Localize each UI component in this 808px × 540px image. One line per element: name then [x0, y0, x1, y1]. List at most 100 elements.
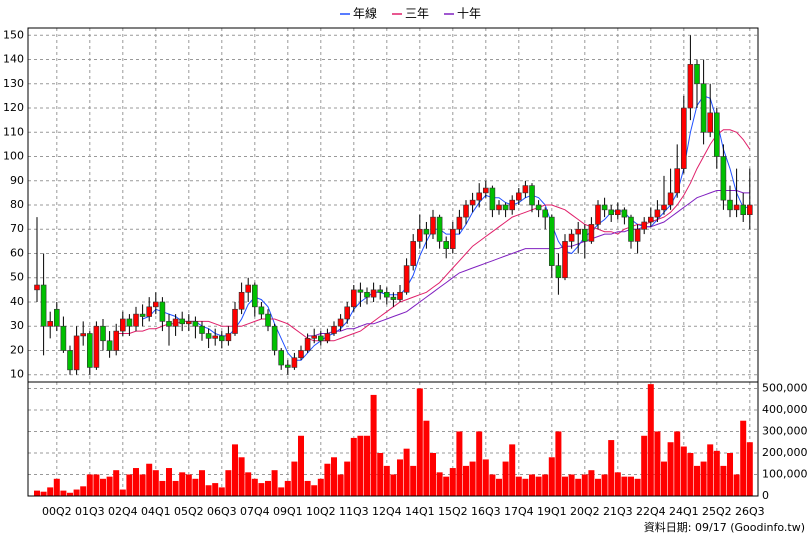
candle-body — [588, 224, 595, 242]
x-tick-label: 07Q4 — [240, 505, 270, 518]
volume-bar — [73, 489, 80, 496]
volume-bar — [634, 478, 641, 496]
candle-body — [331, 325, 337, 334]
volume-bar — [568, 474, 575, 496]
candle-body — [166, 321, 172, 327]
x-tick-label: 00Q2 — [42, 505, 72, 518]
candle-body — [680, 107, 687, 169]
y-tick-label: 150 — [3, 28, 24, 41]
candle-body — [562, 241, 568, 279]
volume-bar — [456, 431, 463, 496]
volume-bar — [159, 480, 166, 496]
volume-bar — [377, 452, 384, 496]
volume-bar — [542, 474, 549, 496]
volume-bar — [720, 465, 727, 496]
candle-body — [621, 209, 628, 218]
volume-bar — [733, 474, 740, 496]
candle-body — [430, 216, 436, 235]
candle-body — [337, 318, 344, 327]
candle-body — [139, 313, 146, 317]
x-tick-label: 05Q2 — [174, 505, 204, 518]
volume-bar — [298, 435, 304, 496]
volume-bar — [251, 478, 258, 496]
candle-body — [265, 313, 271, 327]
y-tick-label: 50 — [10, 271, 24, 284]
candle-body — [634, 228, 641, 242]
volume-panel — [27, 381, 759, 497]
candle-body — [496, 204, 502, 211]
volume-bar — [324, 463, 331, 496]
candle-body — [205, 333, 212, 339]
candle-body — [720, 156, 727, 201]
candle-body — [370, 289, 377, 298]
volume-bar — [694, 465, 700, 496]
candle-body — [463, 204, 469, 218]
volume-bar — [146, 463, 153, 496]
legend-label: 年線 — [353, 6, 377, 21]
volume-bar — [601, 474, 608, 496]
y-tick-label: 120 — [3, 101, 24, 114]
volume-bar — [232, 444, 238, 496]
candle-body — [113, 330, 119, 351]
volume-bar — [575, 478, 582, 496]
candle-body — [647, 216, 654, 223]
candle-body — [397, 291, 403, 300]
volume-bar — [304, 480, 311, 496]
volume-bar — [119, 489, 126, 496]
y-tick-label: 10 — [10, 368, 24, 381]
candle-body — [403, 265, 410, 293]
candle-body — [436, 216, 443, 242]
volume-bar — [47, 487, 54, 496]
candle-body — [146, 306, 152, 317]
x-tick-label: 26Q3 — [735, 505, 765, 518]
candle-body — [324, 333, 331, 342]
candle-body — [87, 333, 93, 368]
volume-bar — [192, 478, 199, 496]
volume-bar — [515, 476, 522, 496]
y-tick-label: 20 — [10, 343, 24, 356]
volume-bar — [185, 474, 192, 496]
candle-body — [667, 192, 674, 206]
candle-body — [733, 204, 740, 211]
volume-bar — [80, 486, 87, 496]
volume-bar — [317, 478, 324, 496]
volume-bar — [661, 461, 667, 496]
candle-body — [67, 350, 73, 371]
volume-bar — [397, 459, 403, 496]
volume-bar — [212, 483, 219, 496]
volume-bar — [674, 431, 681, 496]
candle-body — [252, 284, 258, 308]
volume-bar — [423, 420, 430, 496]
volume-bar — [265, 480, 271, 496]
candle-body — [172, 318, 179, 327]
candle-body — [568, 233, 575, 242]
volume-bar — [258, 483, 265, 496]
y-tick-label: 30 — [10, 319, 24, 332]
x-tick-label: 02Q4 — [108, 505, 138, 518]
candle-body — [317, 335, 324, 342]
volume-bar — [100, 478, 106, 496]
candle-body — [304, 338, 311, 351]
volume-bar — [548, 457, 555, 496]
candle-body — [298, 350, 304, 359]
volume-bar — [416, 388, 423, 496]
volume-bar — [463, 465, 469, 496]
candle-body — [410, 241, 417, 266]
candle-body — [416, 228, 423, 242]
candle-body — [350, 289, 357, 308]
x-tick-label: 11Q3 — [339, 505, 369, 518]
volume-tick-label: 200,000 — [762, 446, 808, 459]
footer: 資料日期: 09/17 (Goodinfo.tw) — [644, 520, 805, 534]
volume-bar — [67, 492, 73, 496]
volume-bar — [595, 478, 601, 496]
candle-body — [344, 306, 351, 320]
volume-bar — [430, 452, 436, 496]
x-tick-label: 01Q3 — [75, 505, 105, 518]
volume-bar — [40, 491, 47, 496]
candle-body — [641, 221, 648, 230]
volume-tick-label: 0 — [762, 489, 769, 502]
candle-body — [555, 265, 562, 279]
volume-bar — [364, 435, 370, 496]
candle-body — [390, 296, 397, 300]
candle-body — [106, 340, 113, 351]
